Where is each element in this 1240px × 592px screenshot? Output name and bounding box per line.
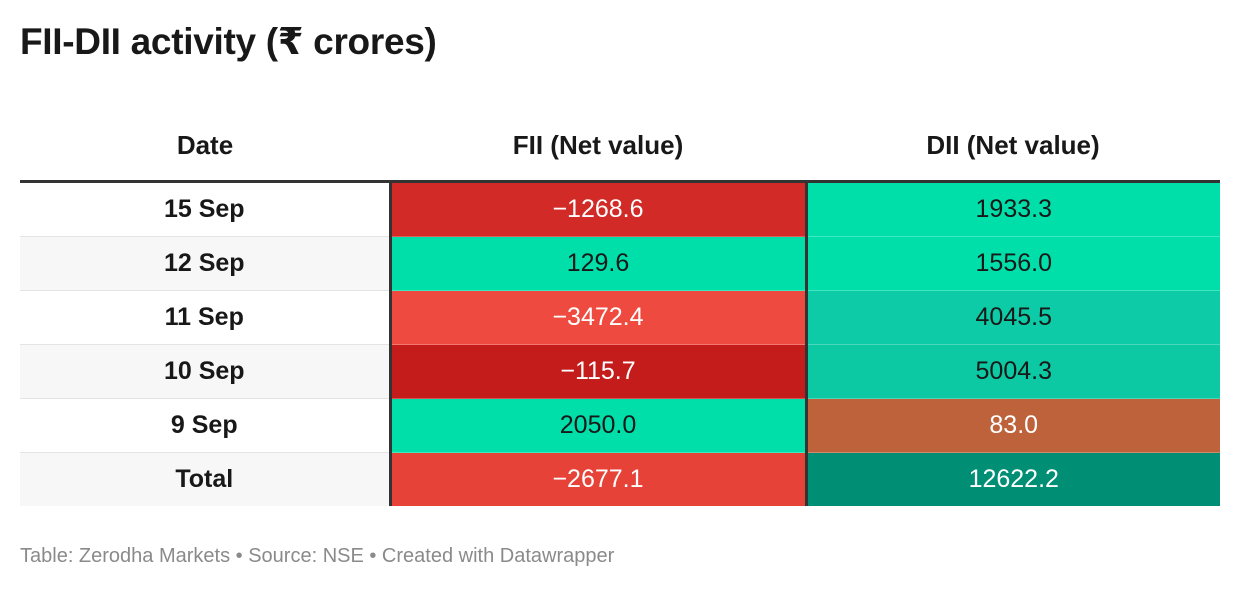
column-header-date[interactable]: Date — [20, 110, 390, 183]
table-row: 9 Sep 2050.0 83.0 — [20, 398, 1220, 453]
column-header-fii[interactable]: FII (Net value) — [390, 110, 806, 183]
fii-total-cell: −2677.1 — [390, 452, 808, 506]
fii-value-cell: −3472.4 — [390, 290, 808, 345]
date-cell: 15 Sep — [20, 181, 392, 237]
date-cell: 9 Sep — [20, 398, 392, 453]
dii-total-cell: 12622.2 — [806, 452, 1220, 506]
dii-value-cell: 4045.5 — [806, 290, 1220, 345]
dii-value-cell: 5004.3 — [806, 344, 1220, 399]
fii-value-cell: −115.7 — [390, 344, 808, 399]
table-row: 10 Sep −115.7 5004.3 — [20, 344, 1220, 399]
dii-value-cell: 83.0 — [806, 398, 1220, 453]
column-header-dii[interactable]: DII (Net value) — [806, 110, 1220, 183]
total-label-cell: Total — [20, 452, 392, 506]
fii-value-cell: 129.6 — [390, 236, 808, 291]
table-row-total: Total −2677.1 12622.2 — [20, 452, 1220, 506]
table-row: 11 Sep −3472.4 4045.5 — [20, 290, 1220, 345]
fii-value-cell: −1268.6 — [390, 181, 808, 237]
dii-value-cell: 1556.0 — [806, 236, 1220, 291]
table-body: 15 Sep −1268.6 1933.3 12 Sep 129.6 1556.… — [20, 181, 1220, 506]
table-row: 12 Sep 129.6 1556.0 — [20, 236, 1220, 291]
table-header-row: Date FII (Net value) DII (Net value) — [20, 110, 1220, 183]
dii-value-cell: 1933.3 — [806, 181, 1220, 237]
table-row: 15 Sep −1268.6 1933.3 — [20, 181, 1220, 237]
source-footer: Table: Zerodha Markets • Source: NSE • C… — [20, 545, 615, 567]
fii-dii-table: Date FII (Net value) DII (Net value) 15 … — [20, 110, 1220, 506]
fii-value-cell: 2050.0 — [390, 398, 808, 453]
date-cell: 10 Sep — [20, 344, 392, 399]
chart-title: FII-DII activity (₹ crores) — [20, 21, 437, 62]
date-cell: 12 Sep — [20, 236, 392, 291]
date-cell: 11 Sep — [20, 290, 392, 345]
